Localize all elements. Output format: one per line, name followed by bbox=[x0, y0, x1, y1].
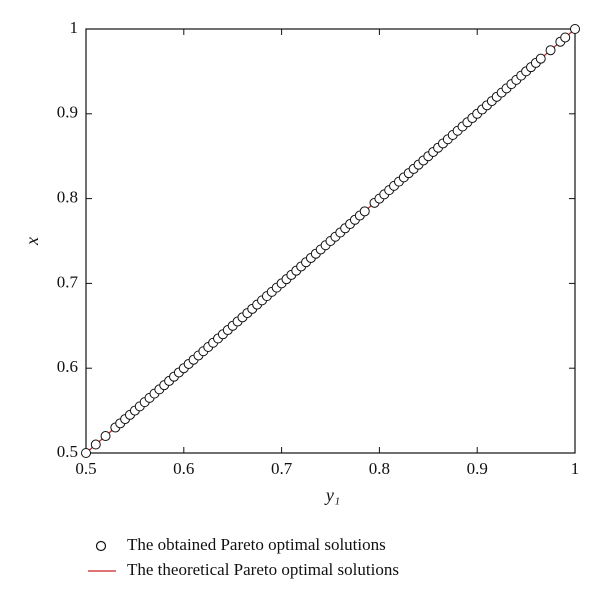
point bbox=[359, 206, 370, 217]
x-tick-label: 0.9 bbox=[467, 459, 488, 478]
x-tick-label: 0.8 bbox=[369, 459, 390, 478]
y-tick-label: 0.8 bbox=[57, 188, 78, 207]
y-tick-label: 0.6 bbox=[57, 357, 78, 376]
point bbox=[545, 45, 556, 56]
legend-marker bbox=[95, 540, 107, 552]
y-axis-label: x bbox=[22, 237, 42, 246]
legend-label: The theoretical Pareto optimal solutions bbox=[127, 560, 399, 579]
x-tick-label: 0.5 bbox=[75, 459, 96, 478]
y-tick-label: 1 bbox=[70, 18, 79, 37]
point bbox=[90, 439, 101, 450]
y-tick-label: 0.7 bbox=[57, 272, 79, 291]
plot-frame bbox=[85, 28, 576, 454]
x-tick-label: 0.7 bbox=[271, 459, 293, 478]
x-axis-label: y₁ bbox=[324, 485, 340, 505]
point bbox=[81, 448, 91, 458]
y-tick-label: 0.9 bbox=[57, 103, 78, 122]
x-tick-label: 1 bbox=[571, 459, 580, 478]
point bbox=[535, 53, 546, 64]
x-tick-label: 0.6 bbox=[173, 459, 194, 478]
point bbox=[100, 431, 111, 442]
y-tick-label: 0.5 bbox=[57, 442, 78, 461]
legend-label: The obtained Pareto optimal solutions bbox=[127, 535, 386, 554]
point bbox=[570, 24, 580, 34]
point bbox=[560, 32, 571, 43]
